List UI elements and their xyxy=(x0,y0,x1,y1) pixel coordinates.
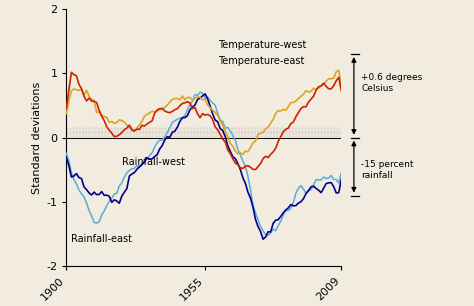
Text: Rainfall-east: Rainfall-east xyxy=(72,234,132,244)
Text: Temperature-east: Temperature-east xyxy=(218,56,304,65)
Text: +0.6 degrees
Celsius: +0.6 degrees Celsius xyxy=(362,73,423,93)
Text: -15 percent
rainfall: -15 percent rainfall xyxy=(362,160,414,180)
Text: Temperature-west: Temperature-west xyxy=(218,39,306,50)
Y-axis label: Standard deviations: Standard deviations xyxy=(32,82,42,194)
Text: Rainfall-west: Rainfall-west xyxy=(122,157,185,167)
